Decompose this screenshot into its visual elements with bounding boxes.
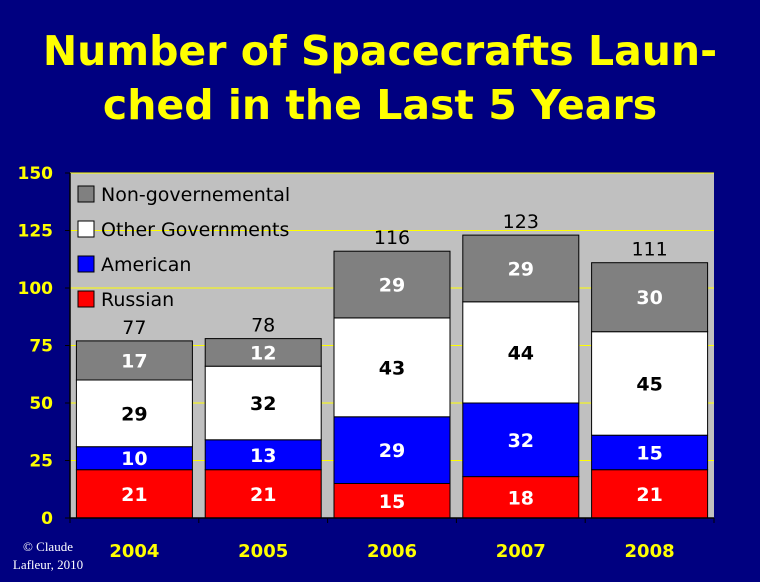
data-label-non-governemental: 12 [250,342,276,364]
total-label: 111 [631,239,667,261]
x-tick-label: 2008 [625,541,675,562]
data-label-russian: 21 [250,484,276,506]
legend-swatch-american [77,255,95,273]
y-tick-label: 0 [41,509,53,529]
y-tick-label: 100 [18,279,54,299]
total-label: 78 [251,315,275,337]
legend-label-non-governemental: Non-governemental [101,184,290,206]
y-tick-label: 150 [18,164,54,184]
data-label-american: 10 [121,448,147,470]
bar-segment-american [204,439,322,471]
data-label-non-governemental: 30 [636,287,662,309]
bar-segment-russian [204,469,322,519]
bar-segment-american [462,402,580,478]
credit-line-1: © Claude [23,539,73,554]
legend-swatch-non-governemental [77,185,95,203]
data-label-non-governemental: 17 [121,350,147,372]
bar-segment-non-governemental [591,262,709,333]
credit-line-2: Lafleur, 2010 [12,557,84,572]
y-tick-label: 75 [29,337,53,357]
chart-title-line-1: Number of Spacecrafts Laun- [42,27,718,75]
data-label-other-governments: 43 [379,357,405,379]
bar-segment-non-governemental [75,340,193,381]
data-label-russian: 21 [636,484,662,506]
bar-segment-american [333,416,451,484]
bar-segment-non-governemental [462,234,580,303]
copyright-credit: © Claude Lafleur, 2010 [4,538,92,574]
data-label-non-governemental: 29 [508,258,534,280]
y-tick-label: 25 [29,452,53,472]
x-tick-label: 2007 [496,541,546,562]
data-label-other-governments: 32 [250,393,276,415]
bar-segment-other-governments [333,317,451,418]
legend-swatch-other-governments [77,220,95,238]
bar-segment-other-governments [591,331,709,436]
data-label-russian: 15 [379,491,405,513]
total-label: 123 [503,211,539,233]
total-label: 77 [122,317,146,339]
bar-segment-other-governments [462,301,580,404]
legend-label-other-governments: Other Governments [101,219,289,241]
data-label-other-governments: 44 [508,342,534,364]
x-tick-label: 2005 [238,541,288,562]
bar-segment-non-governemental [333,250,451,319]
y-tick-label: 50 [29,394,53,414]
data-label-other-governments: 29 [121,403,147,425]
data-label-russian: 18 [508,487,534,509]
data-label-american: 15 [636,442,662,464]
data-label-american: 29 [379,440,405,462]
data-label-other-governments: 45 [636,373,662,395]
legend-label-russian: Russian [101,289,174,311]
chart-title-line-2: ched in the Last 5 Years [102,81,658,129]
bar-segment-other-governments [75,379,193,448]
data-label-non-governemental: 29 [379,275,405,297]
x-tick-label: 2006 [367,541,417,562]
chart-title: Number of Spacecrafts Laun- ched in the … [0,24,760,132]
y-tick-label: 125 [18,222,54,242]
data-label-american: 13 [250,445,276,467]
bar-segment-russian [333,483,451,519]
legend-label-american: American [101,254,191,276]
x-tick-label: 2004 [109,541,159,562]
bar-segment-non-governemental [204,338,322,367]
bar-segment-russian [591,469,709,519]
data-label-american: 32 [508,430,534,452]
data-label-russian: 21 [121,484,147,506]
legend-swatch-russian [77,290,95,308]
total-label: 116 [374,227,410,249]
